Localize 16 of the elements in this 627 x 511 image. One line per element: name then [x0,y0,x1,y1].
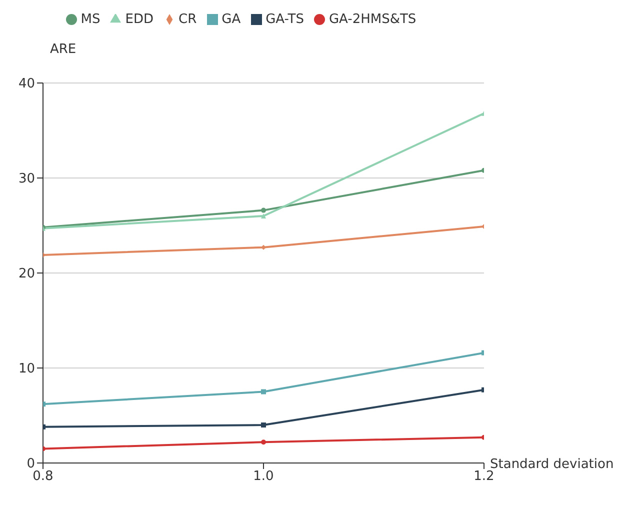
legend-label: GA [222,12,241,27]
x-tick-label: 1.0 [253,469,274,484]
x-axis-title: Standard deviation [490,457,614,472]
y-tick-label: 10 [18,362,35,377]
y-tick-label: 30 [18,172,35,187]
legend-label: EDD [125,12,154,27]
y-axis-title: ARE [50,42,76,57]
legend-label: CR [178,12,197,27]
y-tick-label: 40 [18,76,35,92]
x-tick-label: 1.2 [474,469,494,484]
legend-label: GA-2HMS&TS [328,12,416,27]
legend-label: MS [80,12,100,27]
y-tick-label: 20 [18,266,35,282]
x-tick-label: 0.8 [32,469,54,484]
y-tick-label: 0 [26,456,35,472]
legend-label: GA-TS [266,12,304,27]
